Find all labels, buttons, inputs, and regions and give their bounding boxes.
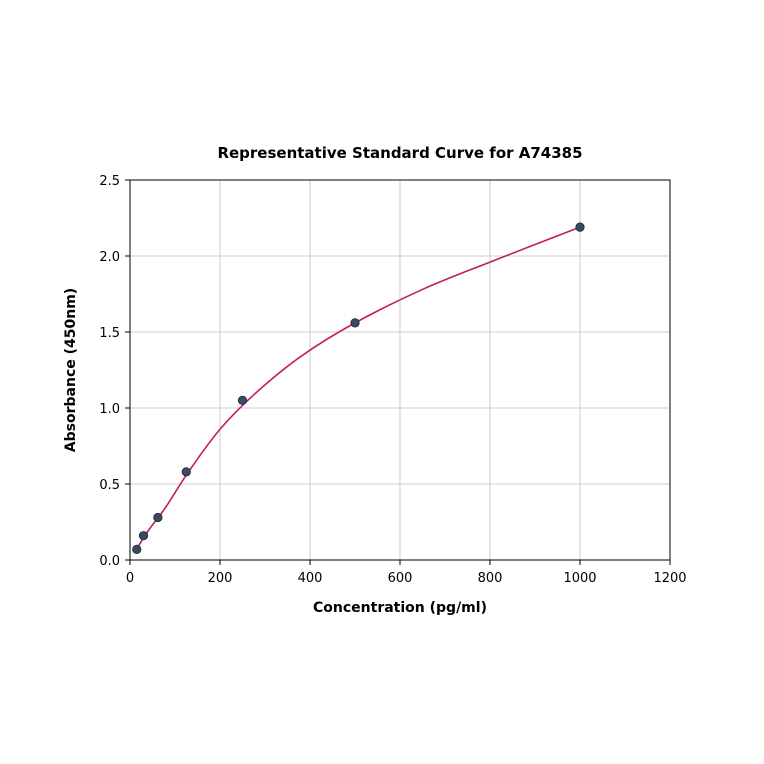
data-point (139, 531, 147, 539)
y-tick-label: 1.5 (99, 326, 120, 341)
data-point (351, 319, 359, 327)
y-tick-label: 2.0 (99, 250, 120, 265)
y-tick-label: 0.0 (99, 554, 120, 569)
x-tick-label: 200 (208, 571, 233, 586)
data-point (154, 513, 162, 521)
y-tick-label: 2.5 (99, 174, 120, 189)
x-tick-label: 1000 (563, 571, 596, 586)
x-tick-label: 0 (126, 571, 134, 586)
x-tick-label: 600 (388, 571, 413, 586)
x-axis-label: Concentration (pg/ml) (313, 600, 487, 616)
data-point (182, 468, 190, 476)
data-point (576, 223, 584, 231)
x-tick-label: 400 (298, 571, 323, 586)
data-point (238, 396, 246, 404)
x-tick-label: 1200 (653, 571, 686, 586)
y-axis-label: Absorbance (450nm) (63, 288, 79, 452)
y-tick-label: 1.0 (99, 402, 120, 417)
chart-title: Representative Standard Curve for A74385 (217, 144, 582, 162)
data-point (133, 545, 141, 553)
y-tick-label: 0.5 (99, 478, 120, 493)
standard-curve-chart: 0 200 400 600 800 1000 1200 0.0 0.5 1.0 1.5 2.0 2.5 C… (0, 0, 764, 764)
chart-canvas: 0 200 400 600 800 1000 1200 0.0 0.5 1.0 1.5 2.0 2.5 C… (0, 0, 764, 764)
x-tick-label: 800 (478, 571, 503, 586)
